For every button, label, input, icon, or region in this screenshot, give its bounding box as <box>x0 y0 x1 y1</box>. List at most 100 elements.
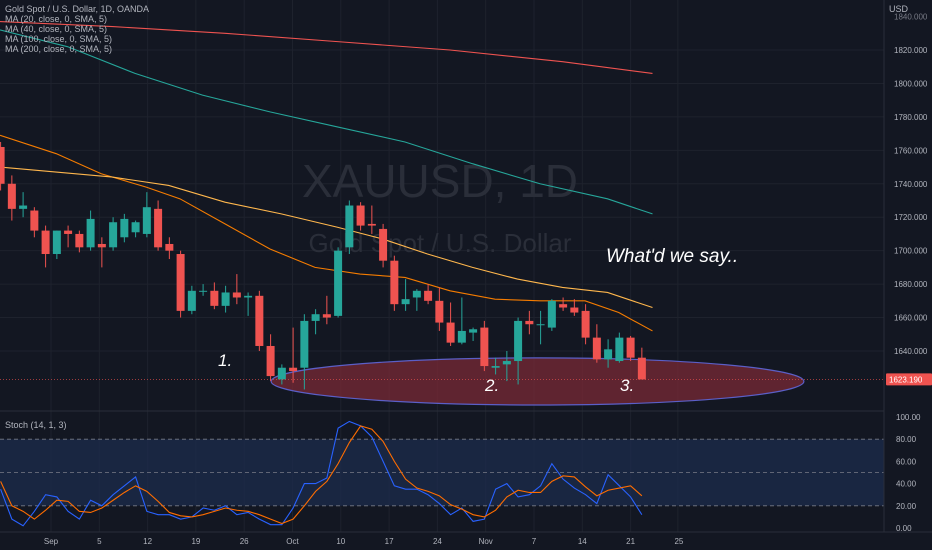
candle-body <box>7 183 16 209</box>
time-tick-label: Oct <box>286 537 299 546</box>
candle-body <box>154 208 163 248</box>
symbol-title[interactable]: Gold Spot / U.S. Dollar, 1D, OANDA <box>5 4 150 14</box>
candle-body <box>379 228 388 261</box>
candle-body <box>19 205 28 209</box>
candle-body <box>266 345 275 377</box>
indicator-legend: Gold Spot / U.S. Dollar, 1D, OANDA MA (2… <box>5 4 149 54</box>
time-tick-label: 10 <box>336 537 345 546</box>
time-axis[interactable]: Sep 5 12 19 26 Oct 10 17 24 Nov 7 14 21 25 <box>0 531 932 546</box>
candle-body <box>131 222 140 233</box>
price-tick-label: 1760.000 <box>894 146 928 155</box>
stoch-tick-label: 0.00 <box>896 524 912 533</box>
candle-body <box>480 327 489 367</box>
legend-ma200[interactable]: MA (200, close, 0, SMA, 5) <box>5 44 113 54</box>
candle-body <box>536 324 545 326</box>
candle-body <box>289 367 298 372</box>
annotation-label-2: 2. <box>484 376 499 395</box>
candle-body <box>86 218 95 248</box>
legend-ma40[interactable]: MA (40, close, 0, SMA, 5) <box>5 24 108 34</box>
candle-body <box>491 366 500 368</box>
candle-body <box>559 304 568 308</box>
candle-body <box>311 314 320 321</box>
candle-body <box>615 337 624 362</box>
currency-label: USD <box>888 4 908 14</box>
candle-body <box>581 310 590 338</box>
candle-body <box>75 233 84 248</box>
candle-body <box>334 250 343 316</box>
last-price-box <box>886 373 932 386</box>
legend-ma100[interactable]: MA (100, close, 0, SMA, 5) <box>5 34 113 44</box>
candle-body <box>0 146 5 184</box>
stoch-tick-label: 20.00 <box>896 502 917 511</box>
price-tick-label: 1720.000 <box>894 213 928 222</box>
time-tick-label: 12 <box>143 537 152 546</box>
candle-body <box>424 290 433 301</box>
time-tick-label: 26 <box>240 537 249 546</box>
candle-body <box>255 295 264 346</box>
annotation-label-3: 3. <box>620 376 634 395</box>
last-price-label: 1623.190 <box>889 375 923 384</box>
candle-body <box>210 290 219 306</box>
ma-line-1 <box>0 166 653 309</box>
time-tick-label: 21 <box>626 537 635 546</box>
stoch-tick-label: 40.00 <box>896 480 917 489</box>
support-zone-ellipse <box>270 357 805 406</box>
ma-line-3 <box>0 21 653 74</box>
stoch-line-1 <box>0 425 643 525</box>
candle-body <box>97 243 106 248</box>
support-ellipse <box>270 357 805 406</box>
price-tick-label: 1740.000 <box>894 180 928 189</box>
candle-body <box>502 361 511 365</box>
candle-body <box>469 329 478 333</box>
candle-body <box>187 290 196 311</box>
price-tick-label: 1640.000 <box>894 347 928 356</box>
stoch-tick-label: 80.00 <box>896 435 917 444</box>
candle-body <box>221 292 230 306</box>
time-tick-label: Sep <box>44 537 59 546</box>
legend-ma20[interactable]: MA (20, close, 0, SMA, 5) <box>5 14 108 24</box>
candle-body <box>232 292 241 298</box>
candle-body <box>244 295 253 298</box>
price-tick-label: 1680.000 <box>894 280 928 289</box>
watermark-symbol: XAUUSD, 1D <box>302 155 578 207</box>
candle-body <box>604 349 613 360</box>
candle-body <box>165 243 174 251</box>
candle-body <box>457 330 466 343</box>
price-tick-label: 1660.000 <box>894 314 928 323</box>
candle-body <box>52 230 61 255</box>
candle-body <box>120 218 129 238</box>
price-axis-bg <box>884 0 932 550</box>
price-tick-label: 1840.000 <box>894 13 928 22</box>
annotation-headline: What'd we say.. <box>606 246 738 267</box>
candle-body <box>176 254 185 311</box>
price-tick-label: 1820.000 <box>894 46 928 55</box>
time-tick-label: 14 <box>578 537 587 546</box>
price-tick-label: 1780.000 <box>894 113 928 122</box>
stoch-tick-label: 100.00 <box>896 413 921 422</box>
ma-line-2 <box>0 29 653 215</box>
candle-body <box>142 207 151 234</box>
annotation-label-1: 1. <box>218 351 232 370</box>
stochastic-pane <box>0 410 932 527</box>
candle-body <box>514 320 523 362</box>
candle-body <box>277 367 286 380</box>
time-tick-label: 19 <box>191 537 200 546</box>
stoch-legend[interactable]: Stoch (14, 1, 3) <box>5 420 67 430</box>
candle-body <box>322 314 331 318</box>
time-tick-label: 5 <box>97 537 102 546</box>
candlesticks <box>0 141 646 390</box>
candle-body <box>64 230 73 234</box>
candle-body <box>446 322 455 343</box>
candle-body <box>300 320 309 368</box>
candle-body <box>401 299 410 305</box>
candle-body <box>345 205 354 248</box>
time-tick-label: 24 <box>433 537 442 546</box>
symbol-watermark: XAUUSD, 1D Gold Spot / U.S. Dollar <box>302 155 578 258</box>
candle-body <box>356 205 365 226</box>
candle-body <box>525 320 534 325</box>
candle-body <box>199 290 208 292</box>
candle-body <box>30 210 39 231</box>
time-tick-label: 7 <box>532 537 537 546</box>
